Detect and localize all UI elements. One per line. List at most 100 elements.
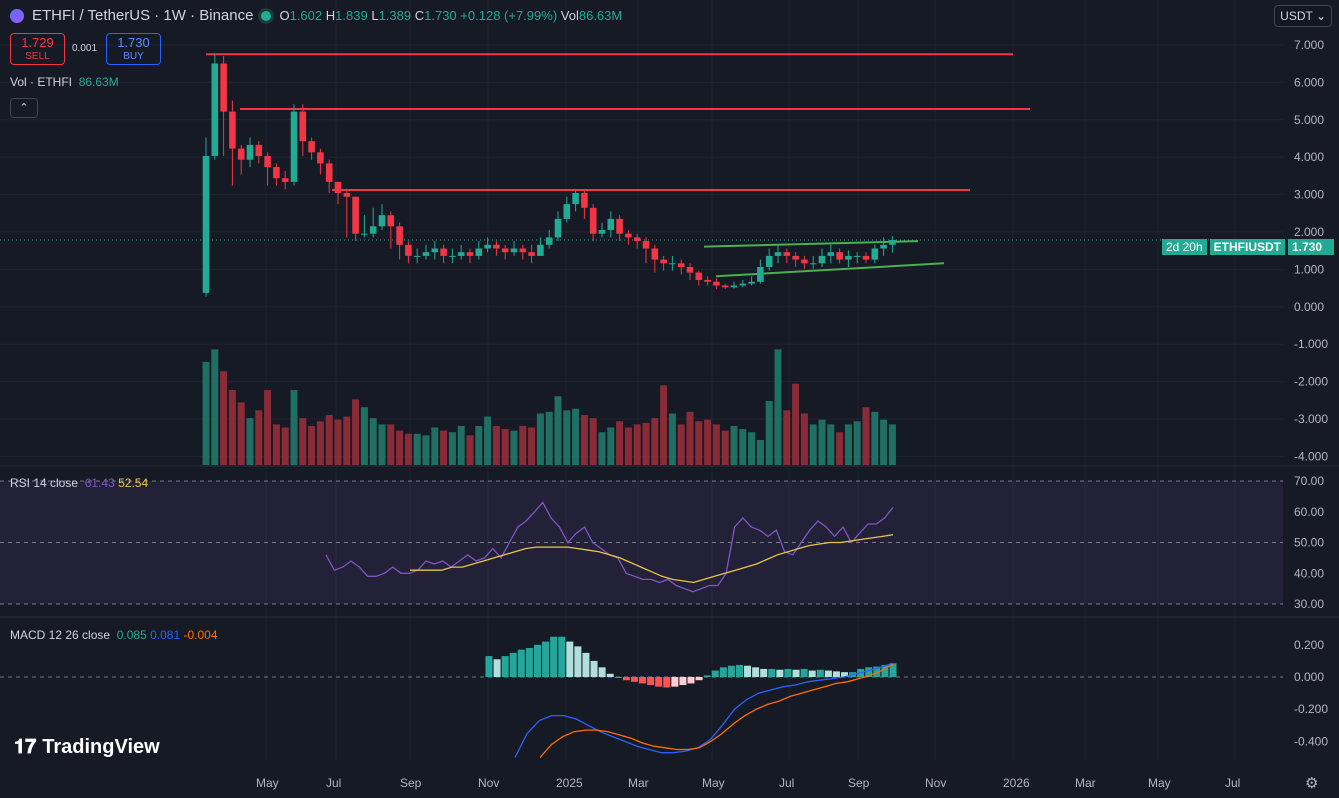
candle-body — [757, 267, 764, 282]
channel-upper-line — [703, 240, 919, 248]
collapse-legend-button[interactable]: ⌃ — [10, 98, 38, 118]
macd-histogram-bar — [703, 675, 711, 677]
macd-histogram-bar — [614, 677, 622, 678]
volume-bar — [633, 424, 641, 465]
volume-bar — [818, 419, 826, 465]
macd-legend[interactable]: MACD 12 26 close 0.085 0.081 -0.004 — [10, 628, 218, 642]
volume-bar — [352, 399, 360, 465]
volume-bar — [668, 413, 676, 465]
candle-body — [299, 111, 307, 142]
candle-body — [510, 248, 518, 253]
symbol-title[interactable]: ETHFI / TetherUS · 1W · Binance — [32, 7, 254, 24]
price-axis-label: 7.000 — [1294, 38, 1324, 52]
candle-body — [651, 248, 659, 260]
volume-bar — [853, 421, 861, 465]
candle-body — [739, 283, 747, 286]
volume-bar — [404, 433, 412, 465]
candle-body — [475, 248, 483, 256]
candle-body — [862, 255, 870, 260]
candle-body — [545, 237, 553, 245]
currency-select[interactable]: USDT ⌄ — [1274, 5, 1332, 27]
symbol-header: ETHFI / TetherUS · 1W · Binance O1.602 H… — [10, 7, 622, 24]
volume-bar — [880, 419, 888, 465]
candle-body — [202, 156, 210, 293]
candle-body — [853, 255, 861, 257]
macd-histogram-bar — [695, 677, 703, 681]
macd-histogram-bar — [800, 668, 808, 677]
macd-line — [514, 662, 894, 758]
macd-histogram-bar — [509, 652, 517, 677]
candle-body — [264, 156, 271, 168]
volume-bar — [624, 427, 632, 465]
chevron-up-icon: ⌃ — [19, 102, 29, 114]
macd-histogram-bar — [485, 656, 493, 677]
candle-body — [836, 252, 843, 260]
macd-histogram-bar — [533, 644, 541, 677]
macd-histogram-bar — [711, 670, 719, 677]
macd-histogram-bar — [824, 670, 832, 677]
macd-histogram-bar — [639, 677, 647, 684]
volume-bar — [272, 424, 280, 465]
candle-body — [721, 285, 729, 288]
macd-histogram-bar — [542, 641, 550, 677]
volume-bar — [765, 400, 773, 465]
volume-bar — [686, 411, 694, 465]
volume-legend[interactable]: Vol · ETHFI 86.63M — [10, 75, 119, 89]
candle-body — [598, 230, 606, 234]
volume-bar — [748, 432, 756, 465]
buy-button[interactable]: 1.730 BUY — [106, 33, 161, 65]
volume-bar — [413, 433, 421, 465]
macd-histogram-bar — [566, 641, 574, 677]
volume-bar — [211, 349, 219, 465]
price-axis-label: 3.000 — [1294, 188, 1324, 202]
candle-body — [422, 252, 430, 256]
volume-bar — [756, 440, 764, 465]
volume-bar — [862, 407, 870, 465]
macd-histogram-bar — [752, 667, 760, 677]
macd-axis-label: 0.200 — [1294, 638, 1324, 652]
volume-bar — [378, 424, 386, 465]
change-value: +0.128 (+7.99%) — [460, 8, 558, 23]
settings-gear-icon[interactable]: ⚙ — [1305, 775, 1319, 792]
rsi-axis-label: 40.00 — [1294, 566, 1324, 580]
price-axis-label: -3.000 — [1294, 412, 1328, 426]
volume-bar — [246, 418, 254, 465]
candle-body — [880, 244, 887, 249]
candle-body — [730, 285, 738, 288]
candle-body — [818, 255, 826, 264]
tradingview-logo[interactable]: 𝟏𝟕 TradingView — [14, 736, 160, 758]
candle-body — [660, 259, 667, 264]
volume-bar — [695, 421, 703, 465]
candle-body — [361, 233, 368, 235]
sell-button[interactable]: 1.729 SELL — [10, 33, 65, 65]
volume-bar — [677, 424, 685, 465]
candle-body — [677, 263, 685, 267]
volume-bar — [457, 425, 465, 465]
candle-body — [686, 267, 694, 273]
last-price-tag: 1.730 — [1288, 239, 1334, 255]
volume-bar — [202, 361, 210, 465]
macd-histogram-bar — [816, 669, 824, 677]
time-label: Mar — [1075, 776, 1096, 790]
macd-histogram-bar — [744, 665, 752, 677]
channel-lower-line — [715, 262, 945, 278]
volume-bar — [545, 411, 553, 465]
volume-bar — [316, 421, 324, 465]
volume-bar — [484, 416, 492, 465]
time-label: Jul — [326, 776, 341, 790]
volume-bar — [422, 435, 430, 465]
rsi-legend[interactable]: RSI 14 close 61.43 52.54 — [10, 476, 149, 490]
time-label: May — [1148, 776, 1171, 790]
candle-body — [317, 152, 324, 164]
macd-histogram-bar — [881, 664, 889, 677]
volume-bar — [528, 427, 536, 465]
volume-bar — [660, 385, 668, 465]
macd-histogram-bar — [679, 677, 687, 686]
volume-bar — [888, 424, 896, 465]
candle-body — [413, 255, 421, 257]
volume-bar — [704, 419, 712, 465]
candle-body — [519, 248, 527, 253]
macd-histogram-bar — [784, 668, 792, 677]
ethfi-logo-icon — [10, 8, 24, 23]
